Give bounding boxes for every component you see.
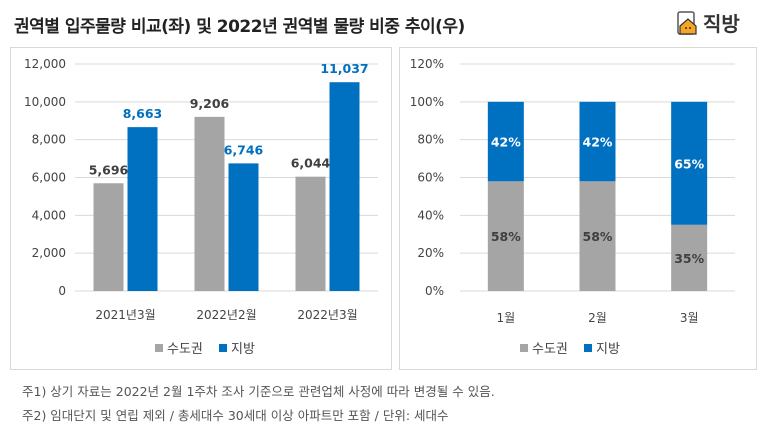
x-tick-label: 2월 xyxy=(588,311,607,325)
data-label: 5,696 xyxy=(89,162,129,177)
logo-text: 직방 xyxy=(703,12,740,36)
legend-swatch xyxy=(219,344,227,352)
y-tick-label: 80% xyxy=(417,133,444,147)
data-label: 6,044 xyxy=(291,156,331,171)
y-tick-label: 12,000 xyxy=(24,57,66,71)
y-tick-label: 8,000 xyxy=(32,133,66,147)
bar-capital xyxy=(295,176,326,291)
x-tick-label: 2022년3월 xyxy=(297,308,357,322)
data-label: 58% xyxy=(491,229,521,244)
bar-regional xyxy=(127,127,158,292)
legend-label: 수도권 xyxy=(532,342,568,357)
data-label: 8,663 xyxy=(123,106,163,121)
legend-label: 수도권 xyxy=(167,342,203,357)
legend-swatch xyxy=(520,344,528,352)
x-tick-label: 2022년2월 xyxy=(196,308,256,322)
x-tick-label: 2021년3월 xyxy=(95,308,155,322)
bar-regional xyxy=(329,82,360,291)
note-1: 주1) 상기 자료는 2022년 2월 1주차 조사 기준으로 관련업체 사정에… xyxy=(22,384,495,399)
legend-label: 지방 xyxy=(596,342,620,357)
page-title: 권역별 입주물량 비교(좌) 및 2022년 권역별 물량 비중 추이(우) xyxy=(14,17,465,37)
data-label: 65% xyxy=(674,156,704,171)
data-label: 42% xyxy=(491,135,521,150)
legend-swatch xyxy=(155,344,163,352)
bar-regional xyxy=(228,163,259,291)
y-tick-label: 10,000 xyxy=(24,95,66,109)
house-icon xyxy=(677,10,697,35)
y-tick-label: 60% xyxy=(417,171,444,185)
y-tick-label: 120% xyxy=(410,57,444,71)
x-tick-label: 1월 xyxy=(496,311,515,325)
bar-capital xyxy=(671,224,708,291)
bar-capital xyxy=(194,116,225,291)
data-label: 35% xyxy=(674,251,704,266)
bar-regional xyxy=(671,101,708,225)
note-2: 주2) 임대단지 및 연립 제외 / 총세대수 30세대 이상 아파트만 포함 … xyxy=(22,408,449,423)
y-tick-label: 0 xyxy=(58,284,66,298)
y-tick-label: 20% xyxy=(417,246,444,260)
bar-regional xyxy=(487,101,524,182)
y-tick-label: 4,000 xyxy=(32,208,66,222)
data-label: 11,037 xyxy=(320,61,368,76)
data-label: 58% xyxy=(583,229,613,244)
legend-swatch xyxy=(584,344,592,352)
y-tick-label: 2,000 xyxy=(32,246,66,260)
bar-regional xyxy=(579,101,616,182)
y-tick-label: 40% xyxy=(417,208,444,222)
logo: 직방 xyxy=(676,8,740,37)
data-label: 6,746 xyxy=(224,142,264,157)
data-label: 9,206 xyxy=(190,96,230,111)
bar-capital xyxy=(579,181,616,291)
bar-capital xyxy=(487,181,524,291)
legend-label: 지방 xyxy=(231,342,255,357)
y-tick-label: 0% xyxy=(425,284,444,298)
bar-capital xyxy=(93,183,124,291)
data-label: 42% xyxy=(583,135,613,150)
y-tick-label: 6,000 xyxy=(32,171,66,185)
y-tick-label: 100% xyxy=(410,95,444,109)
x-tick-label: 3월 xyxy=(680,311,699,325)
